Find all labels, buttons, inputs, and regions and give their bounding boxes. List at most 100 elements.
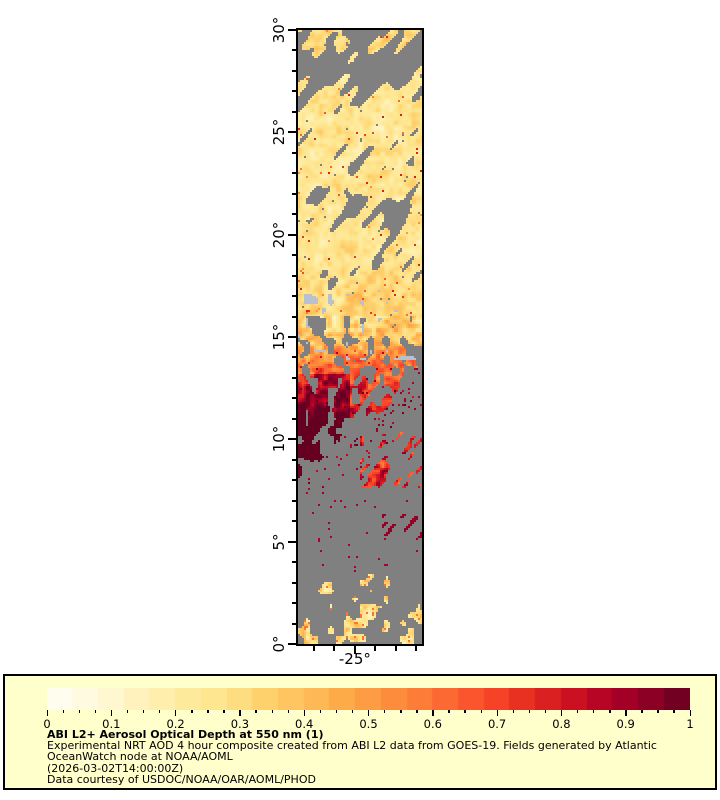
colorbar-tick (480, 710, 482, 713)
colorbar-tick (528, 710, 531, 713)
colorbar-tick (384, 710, 386, 713)
colorbar-tick (368, 710, 370, 716)
colorbar-tick-label: 0.8 (552, 717, 571, 731)
colorbar-tick (512, 710, 515, 713)
x-axis-tick (353, 646, 356, 654)
y-axis-tick (288, 233, 296, 236)
y-axis-tick (292, 458, 296, 461)
y-axis-tick (292, 69, 296, 72)
colorbar-tick (625, 710, 627, 716)
colorbar-tick (78, 710, 81, 713)
colorbar-tick (255, 710, 257, 713)
colorbar-tick-label: 0.1 (102, 717, 121, 731)
colorbar-tick-label: 0.6 (423, 717, 442, 731)
y-axis-tick (292, 581, 296, 584)
x-axis-tick (374, 646, 377, 651)
y-axis-tick (292, 417, 296, 420)
colorbar-tick (496, 710, 498, 716)
colorbar-tick (110, 710, 113, 716)
colorbar-tick (159, 710, 161, 713)
y-axis-tick (288, 643, 296, 645)
colorbar-tick (689, 710, 691, 716)
colorbar-tick (641, 710, 643, 713)
y-axis-tick (292, 315, 296, 318)
colorbar-tick-label: 0.4 (295, 717, 314, 731)
colorbar-tick (416, 710, 418, 713)
y-axis-tick-label: 20° (270, 221, 288, 248)
x-axis-tick (415, 646, 418, 651)
colorbar-tick (287, 710, 290, 713)
y-axis-tick (288, 29, 296, 31)
y-axis-tick (292, 479, 296, 482)
colorbar-tick (46, 710, 48, 716)
y-axis-tick (288, 131, 296, 134)
y-axis-tick (292, 397, 296, 400)
y-axis-tick-label: 25° (270, 119, 288, 146)
colorbar-tick (544, 710, 547, 713)
colorbar-tick (175, 710, 177, 716)
colorbar-tick (319, 710, 322, 713)
x-axis-tick (312, 646, 315, 651)
y-axis-tick (288, 540, 296, 543)
x-axis-tick (333, 646, 336, 651)
legend-line-3: (2026-03-02T14:00:00Z) (47, 761, 184, 775)
y-axis-tick-label: 5° (270, 533, 288, 551)
y-axis-tick (292, 356, 296, 359)
colorbar-tick (432, 710, 434, 716)
colorbar-tick-label: 0.3 (230, 717, 250, 731)
y-axis-tick (292, 90, 296, 93)
colorbar-tick (126, 710, 129, 713)
y-axis-tick (292, 602, 296, 605)
y-axis-tick (292, 561, 296, 564)
colorbar-tick (673, 710, 675, 713)
y-axis-tick (288, 438, 296, 441)
y-axis-tick (292, 49, 296, 52)
colorbar-tick (609, 710, 611, 713)
colorbar-tick-label: 1 (686, 717, 694, 731)
x-axis-tick-label: -25° (338, 650, 371, 668)
y-axis-tick (292, 376, 296, 379)
colorbar-tick (142, 710, 145, 713)
colorbar-tick (448, 710, 450, 713)
y-axis-tick-label: 30° (270, 16, 288, 44)
colorbar-tick-label: 0.9 (616, 717, 635, 731)
y-axis-tick (288, 336, 296, 338)
colorbar-tick (62, 710, 64, 713)
colorbar-tick (657, 710, 659, 713)
legend-line-1: Experimental NRT AOD 4 hour composite cr… (47, 739, 657, 753)
colorbar-tick (303, 710, 306, 716)
colorbar-tick (223, 710, 225, 713)
colorbar-tick (335, 710, 338, 713)
y-axis-tick-label: 0° (270, 635, 288, 653)
y-axis-tick (292, 192, 296, 195)
colorbar-tick (351, 710, 354, 713)
y-axis-tick (292, 213, 296, 216)
colorbar-tick (94, 710, 97, 713)
y-axis-tick (292, 295, 296, 298)
y-axis-tick (292, 622, 296, 625)
colorbar-tick-label: 0.5 (359, 717, 378, 731)
colorbar-tick (207, 710, 209, 713)
y-axis-tick-label: 15° (270, 323, 288, 351)
y-axis-tick (292, 110, 296, 113)
legend-panel: 0 0.1 0.2 0.3 0.4 0.5 0.6 0.7 0.8 0.9 1 ABI L2+ Ae… (3, 674, 717, 790)
legend-line-2: OceanWatch node at NOAA/AOML (47, 750, 233, 764)
y-axis-tick (292, 274, 296, 277)
y-axis-tick (292, 499, 296, 502)
colorbar-tick-label: 0.7 (487, 717, 507, 731)
x-axis-tick (394, 646, 397, 651)
colorbar-tick (576, 710, 579, 713)
legend-text-block: ABI L2+ Aerosol Optical Depth at 550 nm … (47, 729, 657, 785)
colorbar-tick-label: 0.2 (166, 717, 185, 731)
y-axis-tick (292, 254, 296, 257)
colorbar-tick (560, 710, 563, 716)
colorbar-canvas (47, 688, 690, 710)
y-axis-tick-label: 10° (270, 426, 288, 453)
legend-title: ABI L2+ Aerosol Optical Depth at 550 nm … (47, 728, 324, 741)
colorbar-tick (271, 710, 273, 713)
colorbar-tick (191, 710, 193, 713)
y-axis-tick (292, 172, 296, 175)
colorbar-tick (593, 710, 595, 713)
map-frame (296, 28, 424, 646)
